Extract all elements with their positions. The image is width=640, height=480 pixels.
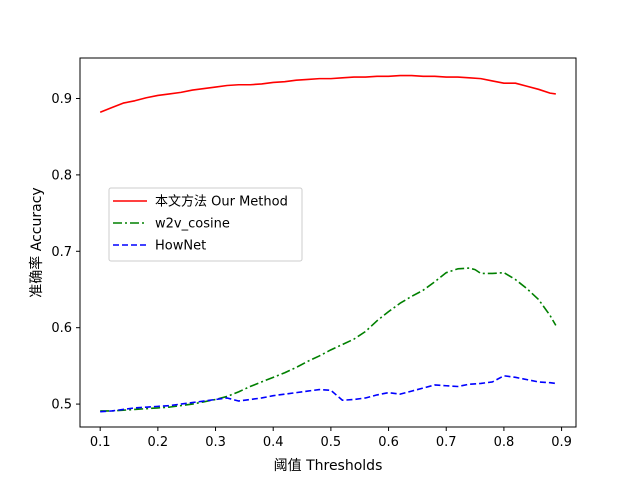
series-layer: [99, 74, 557, 413]
legend: 本文方法 Our Method w2v_cosine HowNet: [108, 187, 303, 262]
legend-label-w2v-cosine: w2v_cosine: [155, 217, 230, 232]
legend-label-hownet: HowNet: [155, 239, 206, 254]
y-axis-label: 准确率 Accuracy: [28, 187, 45, 297]
x-tick-label: 0.5: [321, 435, 342, 450]
plot-frame: [79, 57, 577, 428]
y-axis-ticks: 0.5 0.6 0.7 0.8 0.9: [51, 92, 80, 413]
x-tick-label: 0.6: [378, 435, 399, 450]
legend-box: [108, 187, 303, 262]
legend-label-our-method: 本文方法 Our Method: [155, 194, 288, 210]
series-line-2: [100, 375, 556, 413]
series-line-0: [99, 74, 556, 113]
x-axis-label: 阈值 Thresholds: [274, 458, 383, 474]
x-tick-label: 0.1: [90, 435, 111, 450]
x-tick-label: 0.4: [263, 435, 284, 450]
y-tick-label: 0.6: [51, 321, 72, 336]
x-tick-label: 0.2: [148, 435, 169, 450]
x-tick-label: 0.7: [436, 435, 457, 450]
x-tick-label: 0.3: [205, 435, 226, 450]
y-tick-label: 0.5: [51, 398, 72, 413]
x-axis-ticks: 0.1 0.2 0.3 0.4 0.5 0.6 0.7 0.8 0.9: [90, 427, 572, 450]
x-tick-label: 0.9: [551, 435, 572, 450]
y-tick-label: 0.9: [51, 92, 72, 107]
y-tick-label: 0.7: [51, 245, 72, 260]
y-tick-label: 0.8: [51, 168, 72, 183]
x-tick-label: 0.8: [494, 435, 515, 450]
